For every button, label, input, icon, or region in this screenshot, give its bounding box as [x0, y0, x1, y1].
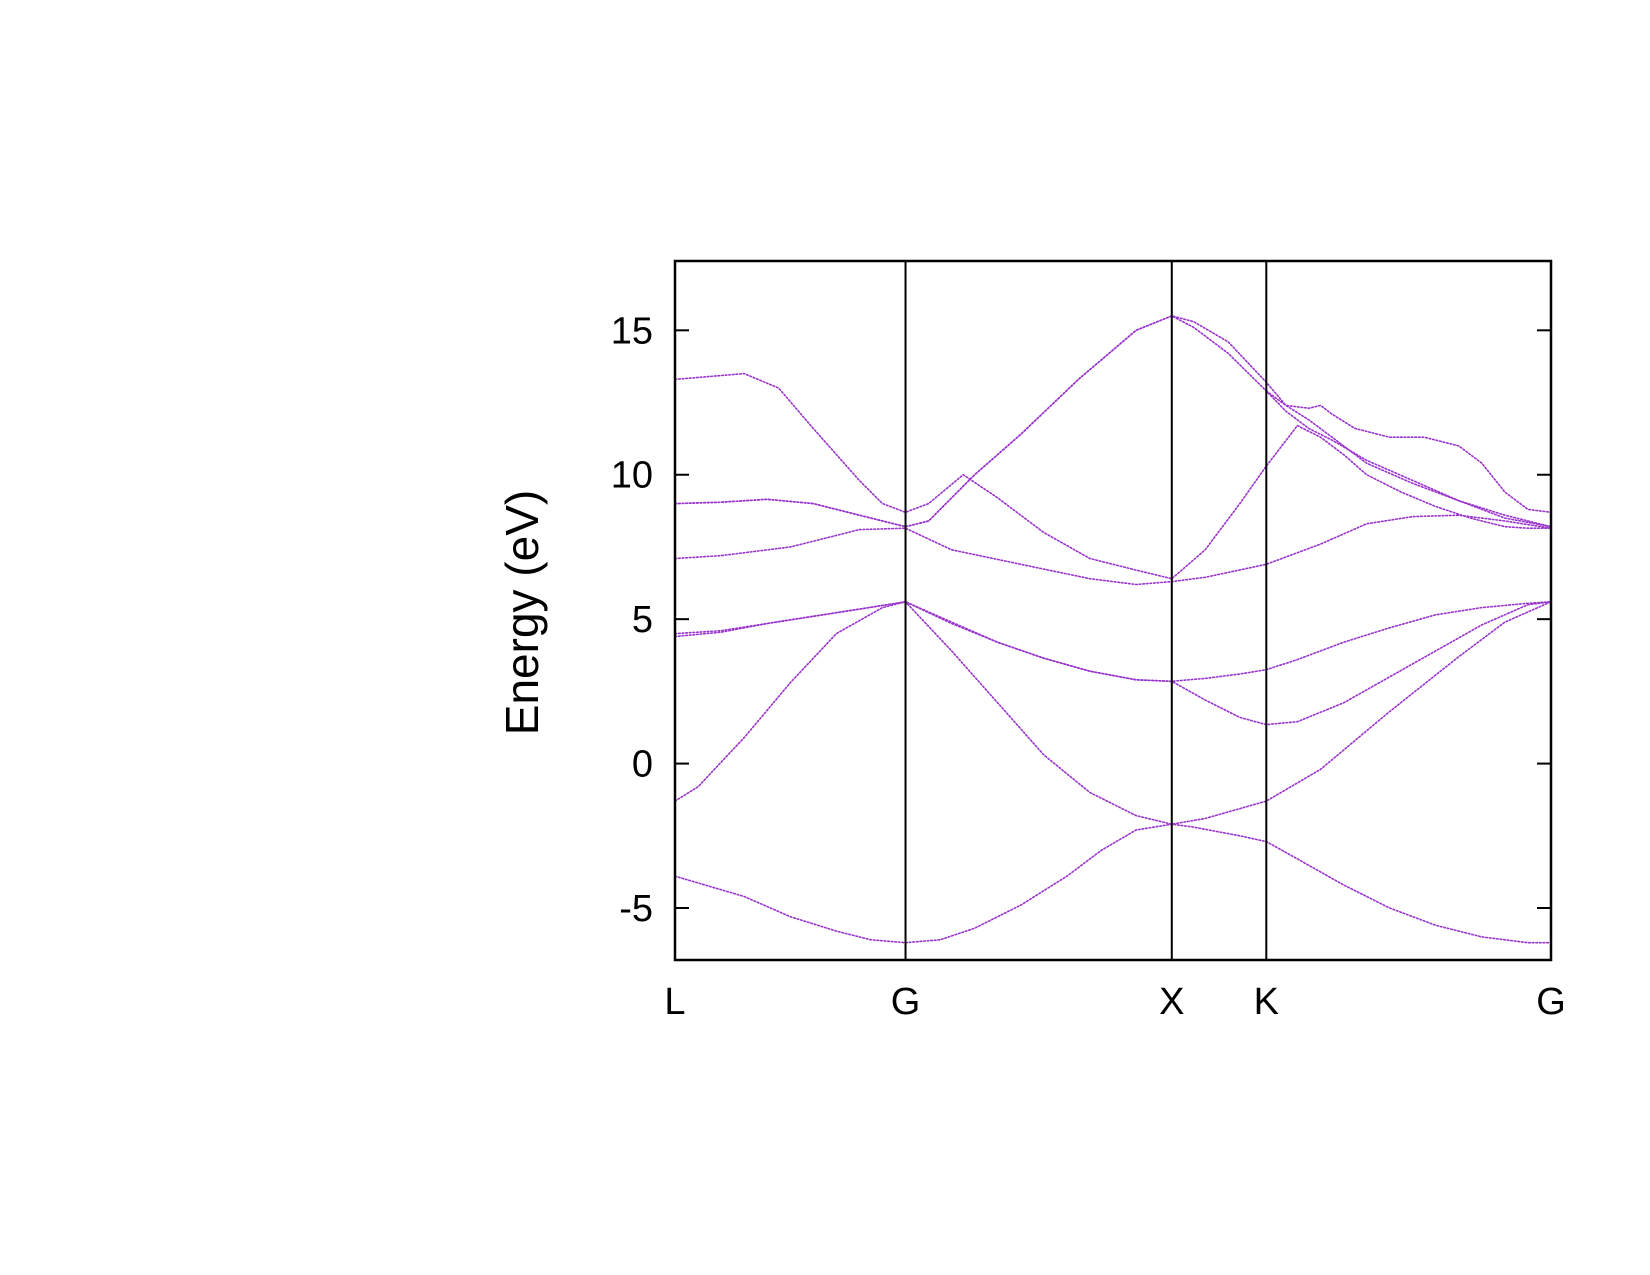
y-tick-label: 15: [611, 310, 653, 352]
x-tick-label-g-4: G: [1536, 981, 1566, 1023]
band-line-9: [1265, 390, 1552, 514]
band-line-5: [674, 514, 1552, 586]
y-tick-label: 0: [632, 744, 653, 786]
band-line-8: [674, 372, 1552, 580]
x-tick-label-k-3: K: [1254, 981, 1279, 1023]
y-tick-label: 5: [632, 599, 653, 641]
y-axis-title: Energy (eV): [496, 490, 548, 735]
band-line-2: [674, 600, 1552, 826]
x-tick-label-x-2: X: [1159, 981, 1184, 1023]
band-line-7: [674, 315, 1552, 528]
x-tick-label-g-1: G: [891, 981, 921, 1023]
plot-frame: [673, 259, 1553, 962]
y-tick-label: -5: [619, 888, 653, 930]
band-lines: [674, 315, 1552, 944]
y-tick-label: 10: [611, 455, 653, 497]
band-line-1: [674, 823, 1552, 944]
band-line-4: [674, 600, 1552, 683]
y-axis-ticks: -5 0 5 10 15: [611, 310, 1551, 930]
x-tick-label-l-0: L: [664, 981, 685, 1023]
kpoint-divider-lines: [904, 261, 1268, 960]
